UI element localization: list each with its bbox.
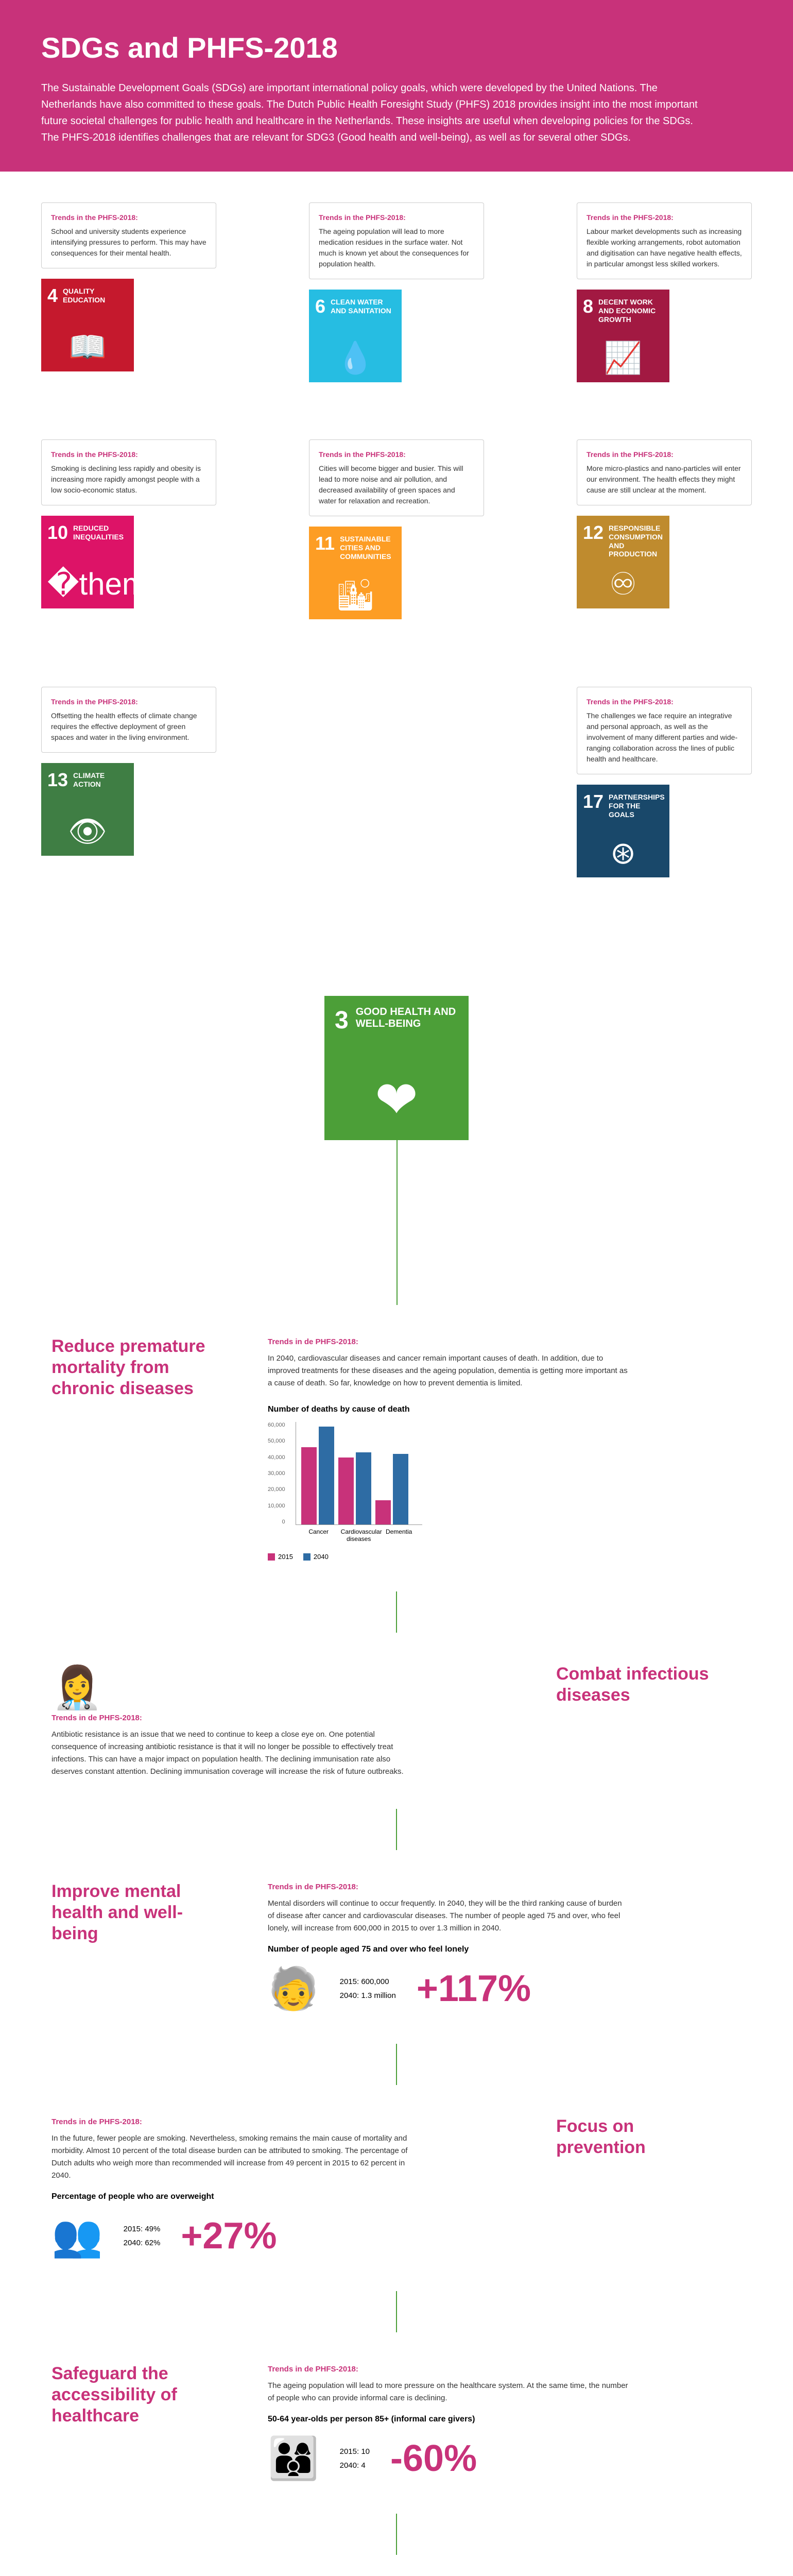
sdg-tile: 13CLIMATE ACTION👁 xyxy=(41,763,134,856)
section-mental: Improve mental health and well-being Tre… xyxy=(0,1850,793,2044)
page-title: SDGs and PHFS-2018 xyxy=(41,31,752,64)
connector-line xyxy=(396,1140,398,1305)
sdg-tile: 6CLEAN WATER AND SANITATION💧 xyxy=(309,290,402,382)
section-chronic: Reduce premature mortality from chronic … xyxy=(0,1305,793,1591)
sdg-box: Trends in the PHFS-2018:More micro-plast… xyxy=(577,439,752,608)
section-title: Combat infectious diseases xyxy=(556,1664,711,1706)
header: SDGs and PHFS-2018 The Sustainable Devel… xyxy=(0,0,793,172)
sdg-tile: 10REDUCED INEQUALITIES�theme xyxy=(41,516,134,608)
section-financial: Trends in de PHFS-2018: Healthcare expen… xyxy=(0,2555,793,2576)
sdg-box: Trends in the PHFS-2018:School and unive… xyxy=(41,202,216,371)
people-icon: 👥 xyxy=(51,2212,103,2260)
sdg-box: Trends in the PHFS-2018:The challenges w… xyxy=(577,687,752,877)
sdg-tile: 8DECENT WORK AND ECONOMIC GROWTH📈 xyxy=(577,290,669,382)
stat-value: -60% xyxy=(390,2437,477,2480)
heart-icon: ❤ xyxy=(335,1070,458,1130)
nurse-icon: 👩‍⚕️ xyxy=(51,1664,525,1712)
sdg-box: Trends in the PHFS-2018:Offsetting the h… xyxy=(41,687,216,856)
sdg-box: Trends in the PHFS-2018:Cities will beco… xyxy=(309,439,484,619)
sdg-tile: 4QUALITY EDUCATION📖 xyxy=(41,279,134,371)
sdg-tile: 17PARTNERSHIPS FOR THE GOALS⊛ xyxy=(577,785,669,877)
section-title: Focus on prevention xyxy=(556,2116,711,2158)
section-prevention: Trends in de PHFS-2018: In the future, f… xyxy=(0,2085,793,2291)
deaths-chart: Number of deaths by cause of death 60,00… xyxy=(268,1405,742,1561)
sdg-tile: 12RESPONSIBLE CONSUMPTION AND PRODUCTION… xyxy=(577,516,669,608)
section-accessibility: Safeguard the accessibility of healthcar… xyxy=(0,2332,793,2514)
intro-text: The Sustainable Development Goals (SDGs)… xyxy=(41,80,711,146)
sdg-box: Trends in the PHFS-2018:Smoking is decli… xyxy=(41,439,216,608)
sdg-3-tile: 3 GOOD HEALTH AND WELL-BEING ❤ xyxy=(324,996,469,1140)
section-title: Safeguard the accessibility of healthcar… xyxy=(51,2363,206,2426)
sections: Reduce premature mortality from chronic … xyxy=(0,1305,793,2576)
caregiver-icon: 👨‍👩‍👦 xyxy=(268,2434,319,2483)
sdg-box: Trends in the PHFS-2018:Labour market de… xyxy=(577,202,752,382)
section-title: Reduce premature mortality from chronic … xyxy=(51,1336,206,1399)
sdg-tile: 11SUSTAINABLE CITIES AND COMMUNITIES🏙 xyxy=(309,527,402,619)
sdg-box: Trends in the PHFS-2018:The ageing popul… xyxy=(309,202,484,382)
sdg-diagram: 3 GOOD HEALTH AND WELL-BEING ❤ Trends in… xyxy=(0,172,793,1305)
stat-value: +117% xyxy=(417,1968,531,2010)
elderly-icon: 🧓 xyxy=(268,1964,319,2013)
stat-value: +27% xyxy=(181,2215,277,2257)
section-infectious: 👩‍⚕️ Trends in de PHFS-2018: Antibiotic … xyxy=(0,1633,793,1809)
section-title: Improve mental health and well-being xyxy=(51,1881,206,1944)
